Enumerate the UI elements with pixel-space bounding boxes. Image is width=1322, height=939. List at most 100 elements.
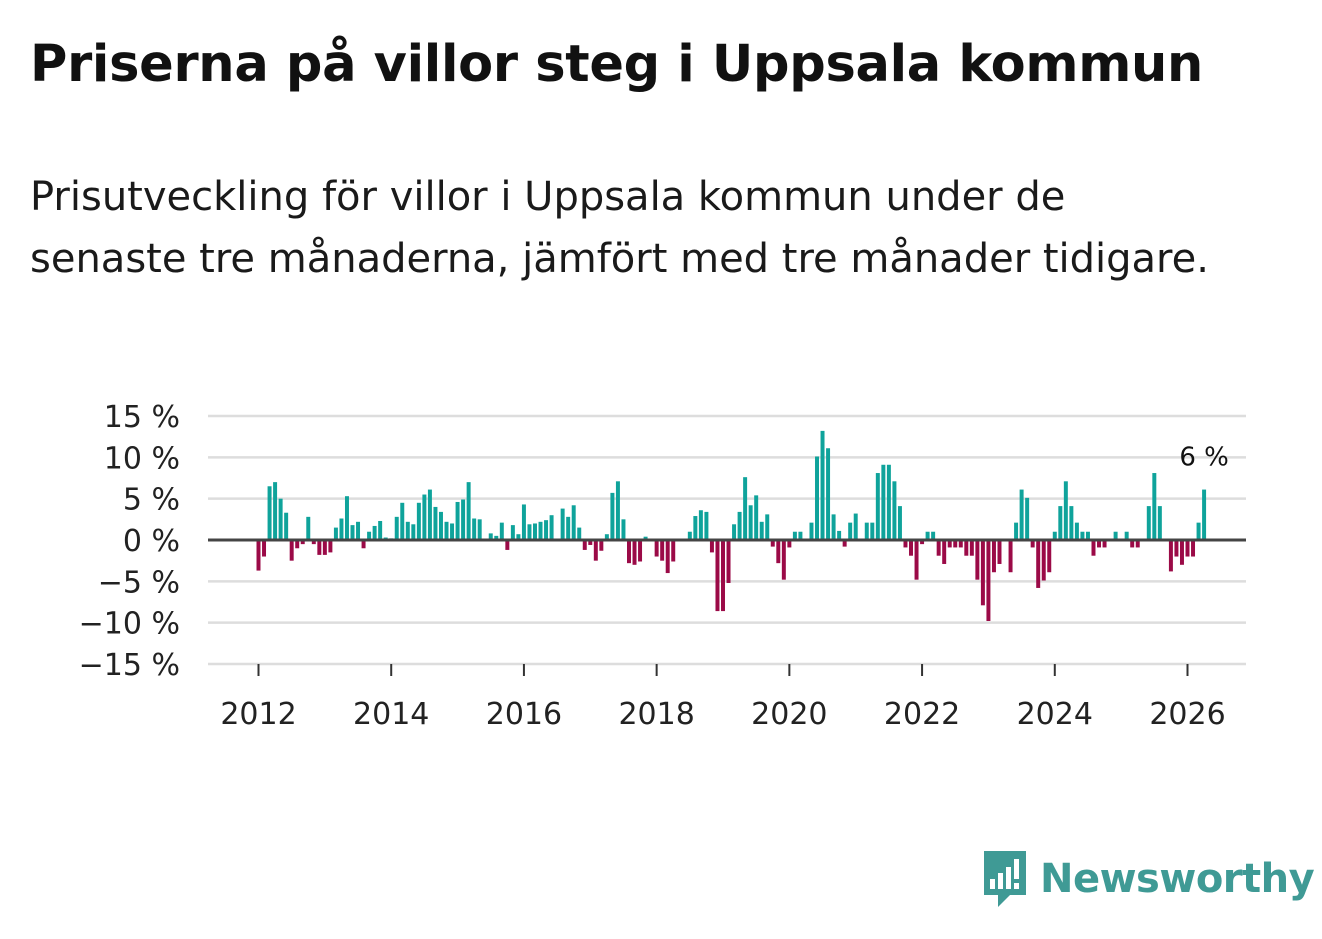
y-tick-label: −5 % — [98, 565, 180, 600]
bar — [1014, 522, 1019, 540]
bar — [411, 524, 416, 540]
bar — [665, 540, 670, 574]
bar — [1063, 481, 1068, 540]
bar — [599, 540, 604, 551]
y-tick-label: 0 % — [123, 524, 180, 559]
bar — [1185, 540, 1190, 557]
bar — [776, 540, 781, 564]
bar — [831, 514, 836, 540]
bar — [444, 521, 449, 540]
bar — [521, 504, 526, 540]
bar — [394, 516, 399, 540]
bar — [837, 530, 842, 540]
x-tick-label: 2024 — [1017, 697, 1093, 732]
bar — [289, 540, 294, 561]
bar — [627, 540, 631, 564]
bar — [267, 486, 272, 540]
bar — [1191, 540, 1196, 557]
bar — [405, 521, 410, 540]
bar — [1069, 506, 1074, 540]
bar — [494, 535, 499, 540]
bar — [588, 540, 593, 545]
bar — [273, 482, 278, 540]
bar — [438, 511, 443, 540]
bar — [980, 540, 985, 606]
bar — [615, 481, 620, 540]
bar — [610, 492, 615, 540]
brand-name: Newsworthy — [1040, 856, 1315, 902]
bar — [748, 505, 753, 540]
bar — [792, 531, 797, 540]
bar — [1052, 531, 1057, 540]
bar — [593, 540, 598, 561]
bar — [1179, 540, 1184, 565]
bar — [317, 540, 322, 555]
y-tick-label: −10 % — [79, 607, 180, 642]
bar — [1008, 540, 1013, 573]
bar — [953, 540, 958, 548]
bar — [815, 456, 819, 540]
bar — [311, 540, 316, 545]
bar — [770, 540, 775, 547]
bar — [958, 540, 963, 548]
bar — [936, 540, 941, 556]
bar — [284, 512, 289, 540]
bar — [433, 506, 438, 540]
y-tick-label: 10 % — [104, 441, 180, 476]
bar — [367, 531, 372, 540]
bar — [709, 540, 714, 553]
bar — [925, 531, 930, 540]
bar — [566, 516, 571, 540]
bar — [820, 430, 825, 540]
bar — [571, 505, 576, 540]
bar — [781, 540, 786, 580]
bar — [1080, 531, 1085, 540]
bar — [499, 522, 504, 540]
y-tick-label: 15 % — [104, 400, 180, 435]
bar — [1196, 522, 1201, 540]
bar — [886, 464, 891, 540]
bar — [361, 540, 366, 549]
bar — [1157, 506, 1162, 540]
bar — [1074, 522, 1079, 540]
bar — [400, 502, 405, 540]
bar — [356, 521, 361, 540]
bar — [848, 522, 853, 540]
bar — [1025, 497, 1030, 540]
bar — [510, 525, 515, 540]
bar — [333, 527, 338, 540]
y-tick-label: −15 % — [79, 648, 180, 683]
bar — [654, 540, 659, 557]
bar — [278, 498, 283, 540]
bar — [1058, 506, 1063, 540]
bar — [1085, 531, 1090, 540]
x-tick-label: 2020 — [751, 697, 827, 732]
bar — [715, 540, 720, 612]
y-tick-label: 5 % — [123, 483, 180, 518]
bar — [920, 540, 925, 545]
x-tick-label: 2014 — [353, 697, 429, 732]
bar — [826, 448, 831, 540]
bar — [621, 519, 626, 540]
bar — [538, 521, 543, 540]
bar — [638, 540, 643, 562]
bar-chart: 15 %10 %5 %0 %−5 %−10 %−15 % 2012 2014 201… — [79, 400, 1246, 732]
bar — [809, 522, 814, 540]
bar — [765, 514, 770, 540]
bar — [737, 511, 742, 540]
bar — [477, 519, 482, 540]
x-tick-label: 2018 — [618, 697, 694, 732]
bar — [721, 540, 725, 612]
bar — [1135, 540, 1140, 548]
bar — [1113, 531, 1118, 540]
bar — [427, 489, 432, 540]
bar — [262, 540, 267, 557]
bar — [870, 522, 875, 540]
chart-subtitle: Prisutveckling för villor i Uppsala komm… — [30, 174, 1209, 282]
bar — [892, 481, 897, 540]
newsworthy-logo[interactable]: Newsworthy — [980, 846, 1315, 912]
bar — [549, 515, 554, 540]
bar — [461, 499, 466, 540]
bar — [455, 501, 460, 540]
newsworthy-logo-icon — [984, 851, 1026, 907]
